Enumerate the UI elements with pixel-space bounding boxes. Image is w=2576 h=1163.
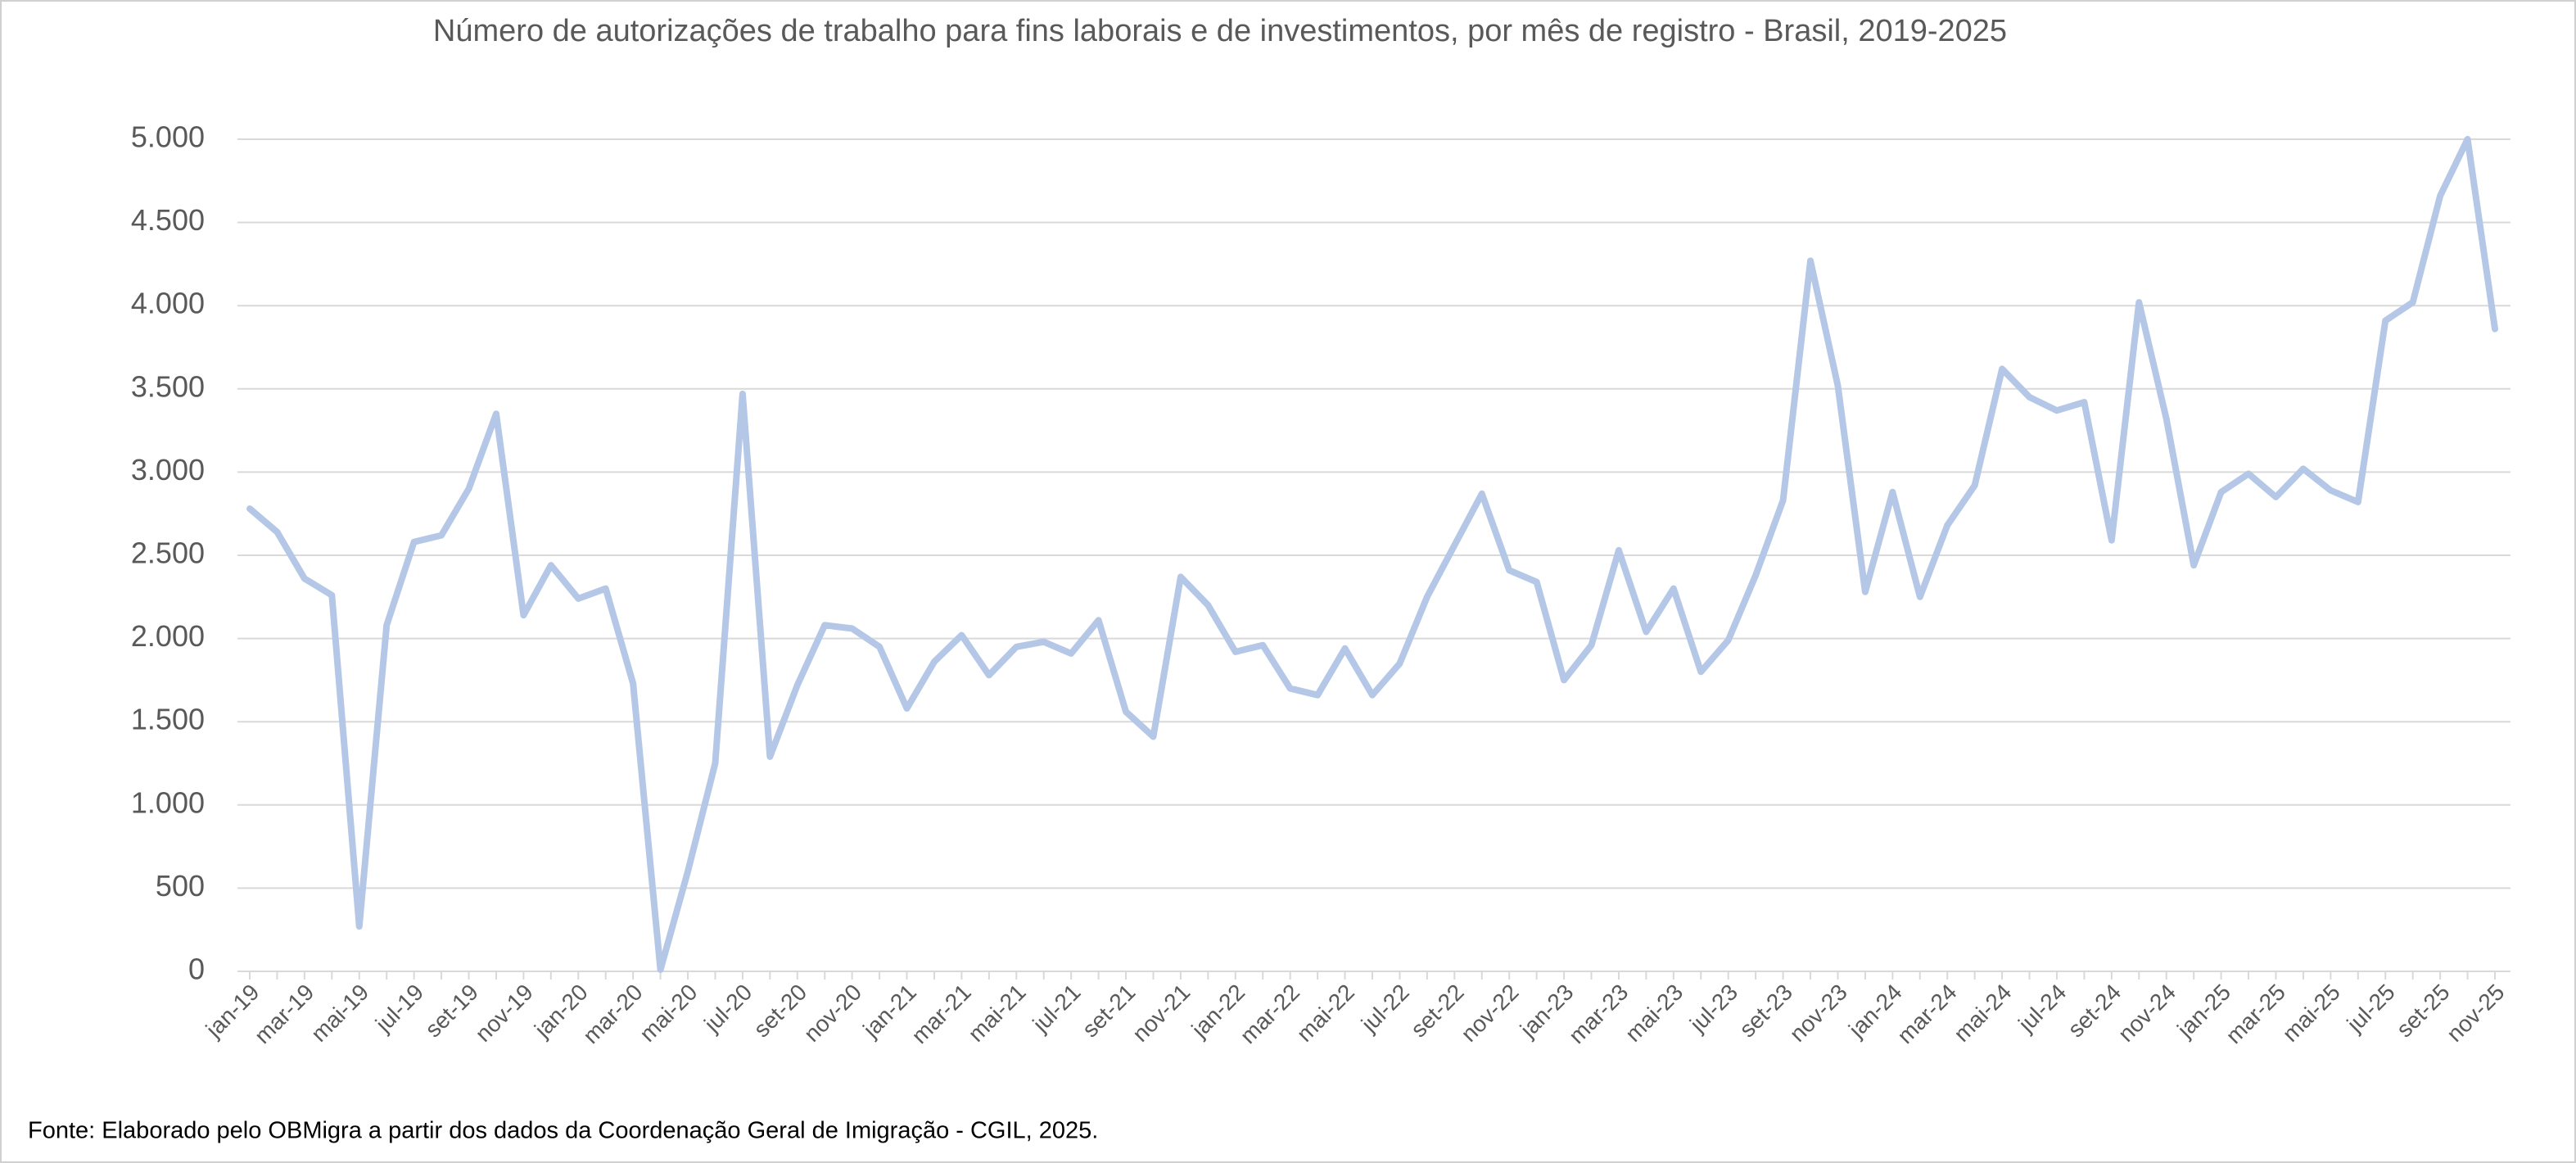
y-tick-label: 1.500 <box>131 703 205 736</box>
y-tick-label: 500 <box>156 869 205 903</box>
y-tick-label: 0 <box>188 953 205 986</box>
y-tick-label: 2.000 <box>131 619 205 653</box>
y-tick-label: 1.000 <box>131 785 205 819</box>
y-tick-label: 2.500 <box>131 536 205 570</box>
y-tick-label: 3.500 <box>131 369 205 403</box>
chart-title: Número de autorizações de trabalho para … <box>433 14 2007 48</box>
data-line <box>246 136 2498 973</box>
source-note: Fonte: Elaborado pelo OBMigra a partir d… <box>28 1118 1098 1144</box>
y-tick-label: 4.500 <box>131 203 205 237</box>
y-tick-label: 5.000 <box>131 120 205 154</box>
y-tick-label: 3.000 <box>131 453 205 486</box>
y-tick-label: 4.000 <box>131 287 205 320</box>
